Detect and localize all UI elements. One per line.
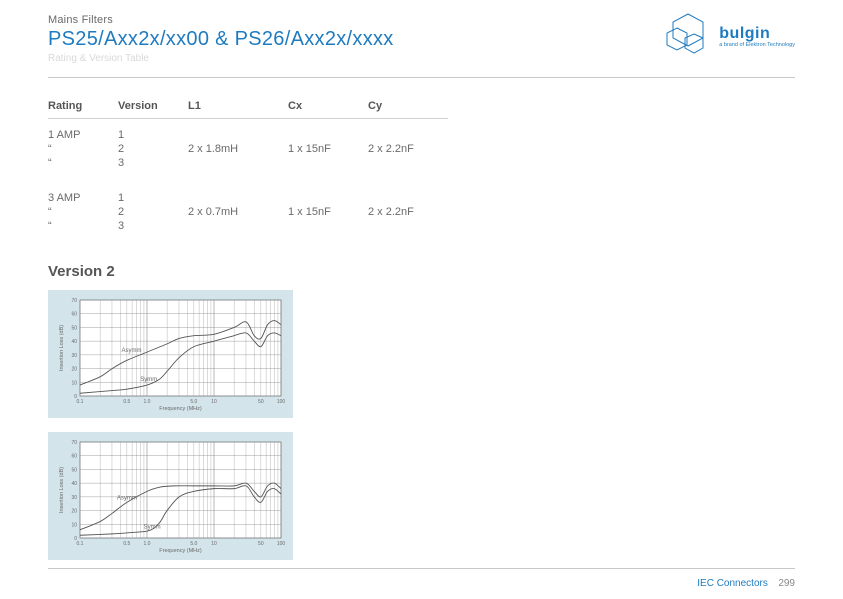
table-cell: 1 x 15nF	[288, 205, 368, 219]
svg-text:70: 70	[71, 440, 77, 446]
table-cell: 2 x 0.7mH	[188, 205, 288, 219]
svg-text:Asymm: Asymm	[122, 348, 142, 354]
table-row: 1 AMP1	[48, 119, 448, 143]
footer-label: IEC Connectors	[697, 578, 768, 589]
logo-brand-text: bulgin	[719, 25, 770, 42]
logo-tagline: a brand of Elektron Technology	[719, 42, 795, 48]
table-cell	[368, 182, 448, 205]
table-cell	[288, 182, 368, 205]
svg-text:40: 40	[71, 339, 77, 345]
svg-text:50: 50	[71, 325, 77, 331]
svg-text:0.5: 0.5	[123, 541, 130, 547]
table-header: Rating	[48, 100, 118, 119]
table-header: Version	[118, 100, 188, 119]
table-cell: 1	[118, 182, 188, 205]
svg-text:Frequency (MHz): Frequency (MHz)	[159, 406, 202, 412]
table-cell: 2 x 2.2nF	[368, 142, 448, 156]
table-cell	[188, 119, 288, 143]
table-cell	[288, 119, 368, 143]
svg-text:Asymm: Asymm	[117, 496, 137, 502]
svg-text:30: 30	[71, 353, 77, 359]
table-cell	[368, 219, 448, 233]
table-cell: “	[48, 156, 118, 170]
table-cell: 2 x 1.8mH	[188, 142, 288, 156]
svg-text:1.0: 1.0	[144, 541, 151, 547]
table-cell: 2 x 2.2nF	[368, 205, 448, 219]
svg-text:Symm: Symm	[144, 524, 161, 530]
table-cell	[188, 156, 288, 170]
table-header: Cy	[368, 100, 448, 119]
table-cell	[288, 219, 368, 233]
page-header: Mains Filters PS25/Axx2x/xx00 & PS26/Axx…	[48, 14, 795, 78]
table-cell: “	[48, 219, 118, 233]
table-cell	[368, 156, 448, 170]
table-row: “3	[48, 219, 448, 233]
svg-text:0.1: 0.1	[77, 541, 84, 547]
svg-text:100: 100	[277, 399, 285, 405]
table-cell: 1	[118, 119, 188, 143]
insertion-loss-chart: 0102030405060700.10.51.05.01050100Freque…	[48, 432, 293, 560]
table-row: “3	[48, 156, 448, 170]
table-cell: “	[48, 142, 118, 156]
table-cell: 1 x 15nF	[288, 142, 368, 156]
svg-text:100: 100	[277, 541, 285, 547]
svg-text:20: 20	[71, 509, 77, 515]
table-cell: “	[48, 205, 118, 219]
svg-text:5.0: 5.0	[190, 541, 197, 547]
svg-text:Symm: Symm	[140, 377, 157, 383]
insertion-loss-chart: 0102030405060700.10.51.05.01050100Freque…	[48, 290, 293, 418]
svg-text:10: 10	[211, 541, 217, 547]
table-cell: 2	[118, 142, 188, 156]
svg-text:70: 70	[71, 298, 77, 304]
svg-text:Insertion Loss (dB): Insertion Loss (dB)	[59, 325, 65, 371]
brand-logo: bulgin a brand of Elektron Technology	[663, 12, 795, 60]
svg-text:Insertion Loss (dB): Insertion Loss (dB)	[59, 467, 65, 513]
svg-text:0.1: 0.1	[77, 399, 84, 405]
svg-text:10: 10	[211, 399, 217, 405]
svg-text:0.5: 0.5	[123, 399, 130, 405]
svg-text:60: 60	[71, 454, 77, 460]
table-cell: 3 AMP	[48, 182, 118, 205]
svg-text:5.0: 5.0	[190, 399, 197, 405]
hexagon-icon	[663, 12, 713, 60]
table-cell: 2	[118, 205, 188, 219]
svg-text:1.0: 1.0	[144, 399, 151, 405]
table-cell	[188, 182, 288, 205]
table-cell	[188, 219, 288, 233]
table-cell	[288, 156, 368, 170]
table-cell: 3	[118, 219, 188, 233]
table-header: Cx	[288, 100, 368, 119]
svg-text:50: 50	[258, 399, 264, 405]
svg-text:40: 40	[71, 481, 77, 487]
table-row: “22 x 1.8mH1 x 15nF2 x 2.2nF	[48, 142, 448, 156]
section-heading: Version 2	[48, 263, 795, 280]
table-header: L1	[188, 100, 288, 119]
table-cell: 1 AMP	[48, 119, 118, 143]
footer-page-number: 299	[778, 578, 795, 589]
svg-text:10: 10	[71, 522, 77, 528]
svg-text:50: 50	[71, 467, 77, 473]
svg-text:30: 30	[71, 495, 77, 501]
table-cell	[368, 119, 448, 143]
page-footer: IEC Connectors 299	[48, 568, 795, 591]
table-cell: 3	[118, 156, 188, 170]
svg-text:60: 60	[71, 312, 77, 318]
table-row: “22 x 0.7mH1 x 15nF2 x 2.2nF	[48, 205, 448, 219]
svg-text:Frequency (MHz): Frequency (MHz)	[159, 548, 202, 554]
svg-text:20: 20	[71, 367, 77, 373]
table-row: 3 AMP1	[48, 182, 448, 205]
svg-text:10: 10	[71, 380, 77, 386]
svg-text:50: 50	[258, 541, 264, 547]
ratings-table: Rating Version L1 Cx Cy 1 AMP1“22 x 1.8m…	[48, 100, 448, 233]
